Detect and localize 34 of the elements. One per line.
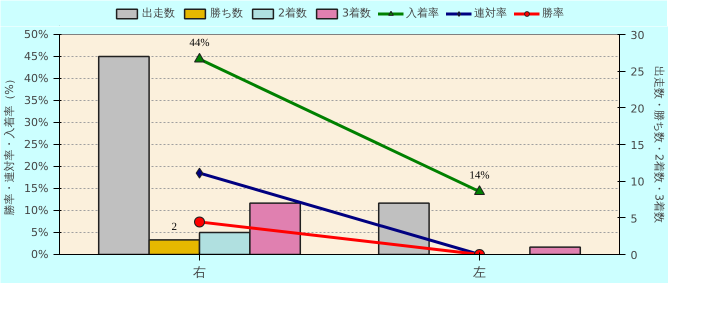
- y-tick-label: 0%: [31, 248, 48, 261]
- y-tick-label: 50%: [24, 28, 49, 41]
- y-tick-label: 45%: [24, 50, 49, 63]
- y-tick-label: 5%: [31, 226, 48, 239]
- y-tick-label: 25%: [24, 138, 49, 151]
- y-tick-label: 10%: [24, 204, 49, 217]
- legend-label: 出走数: [142, 6, 175, 20]
- y2-tick-label: 15: [630, 139, 644, 152]
- y2-tick-label: 25: [630, 66, 644, 79]
- x-tick-label: 左: [473, 266, 486, 280]
- legend-label: 勝率: [542, 6, 564, 20]
- legend-label: 2着数: [278, 6, 307, 20]
- legend-label: 連対率: [474, 6, 507, 20]
- legend-label: 入着率: [406, 6, 439, 20]
- bar: [529, 246, 582, 254]
- y-tick-label: 40%: [24, 72, 49, 85]
- x-tick-label: 右: [193, 266, 206, 280]
- y-axis-title: 勝率・連対率・入着率（%）: [3, 73, 16, 216]
- y2-tick-label: 5: [630, 212, 638, 226]
- point: [194, 216, 205, 228]
- y2-tick-label: 30: [630, 29, 644, 42]
- data-label: 14%: [469, 170, 490, 182]
- y2-tick-label: 0: [630, 249, 638, 262]
- y-tick-label: 15%: [24, 182, 49, 195]
- y-tick-label: 35%: [24, 94, 49, 107]
- legend-label: 勝ち数: [210, 6, 243, 20]
- legend-label: 3着数: [342, 6, 371, 20]
- y2-axis-title: 出走数・勝ち数・2着数・3着数: [652, 66, 666, 223]
- data-label: 44%: [189, 37, 210, 50]
- y2-tick-label: 10: [630, 176, 644, 189]
- data-label: 2: [172, 220, 178, 233]
- y-tick-label: 30%: [24, 116, 49, 129]
- y2-tick-label: 20: [630, 102, 644, 116]
- y-tick-label: 20%: [24, 160, 49, 173]
